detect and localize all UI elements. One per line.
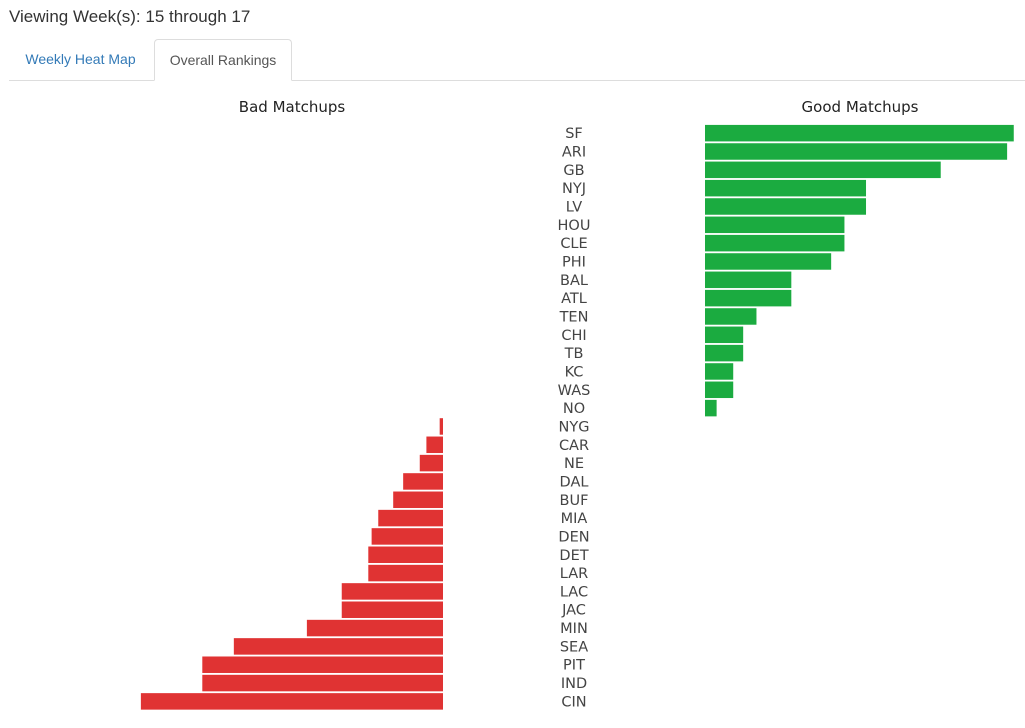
team-label-kc: KC — [565, 364, 584, 380]
good-bar-was[interactable] — [705, 381, 734, 399]
bad-bar-mia[interactable] — [378, 509, 443, 527]
good-bar-cle[interactable] — [705, 234, 845, 252]
bad-bar-min[interactable] — [306, 619, 443, 637]
tab-overall-rankings[interactable]: Overall Rankings — [154, 39, 292, 81]
good-bar-chi[interactable] — [705, 326, 744, 344]
good-bar-nyj[interactable] — [705, 179, 867, 197]
team-label-jac: JAC — [561, 603, 586, 619]
team-label-min: MIN — [560, 621, 588, 637]
bad-bar-buf[interactable] — [393, 491, 443, 509]
viewing-weeks-text: Viewing Week(s): 15 through 17 — [9, 7, 251, 26]
team-label-dal: DAL — [560, 474, 589, 490]
team-label-ind: IND — [561, 676, 587, 692]
team-label-lar: LAR — [560, 566, 588, 582]
good-bar-kc[interactable] — [705, 363, 734, 380]
bad-matchups-title: Bad Matchups — [239, 98, 346, 116]
team-label-cle: CLE — [560, 236, 587, 252]
team-label-lac: LAC — [560, 584, 588, 600]
team-label-lv: LV — [566, 199, 582, 215]
tab-weekly-heat-map[interactable]: Weekly Heat Map — [25, 51, 136, 67]
team-label-cin: CIN — [561, 694, 586, 710]
good-bar-tb[interactable] — [705, 344, 744, 362]
team-label-hou: HOU — [558, 218, 591, 234]
good-bar-sf[interactable] — [705, 124, 1014, 142]
team-label-buf: BUF — [560, 493, 589, 509]
good-bar-gb[interactable] — [705, 161, 941, 179]
team-label-no: NO — [563, 401, 585, 417]
bad-bar-cin[interactable] — [140, 693, 443, 710]
team-label-car: CAR — [559, 438, 589, 454]
bad-bar-dal[interactable] — [403, 473, 443, 490]
good-bar-ari[interactable] — [705, 143, 1008, 160]
good-bars — [705, 124, 1014, 417]
bad-bar-det[interactable] — [368, 546, 443, 564]
team-label-pit: PIT — [563, 658, 585, 674]
good-bar-lv[interactable] — [705, 198, 867, 215]
tab-bar: Weekly Heat Map Overall Rankings — [9, 39, 1025, 81]
team-label-det: DET — [559, 548, 588, 564]
team-label-ten: TEN — [559, 309, 589, 325]
good-matchups-title: Good Matchups — [802, 98, 919, 116]
team-label-sf: SF — [565, 126, 583, 142]
bad-bars — [140, 418, 443, 710]
team-label-tb: TB — [564, 346, 584, 362]
team-label-atl: ATL — [561, 291, 587, 307]
team-labels: SF ARI GB NYJ LV HOU CLE PHI BAL ATL TEN CHI TB KC WAS… — [558, 126, 591, 710]
team-label-ne: NE — [564, 456, 584, 472]
team-label-nyj: NYJ — [562, 181, 586, 197]
team-label-mia: MIA — [561, 511, 588, 527]
team-label-ari: ARI — [562, 144, 586, 160]
bad-bar-sea[interactable] — [233, 638, 443, 655]
team-label-gb: GB — [563, 163, 584, 179]
team-label-sea: SEA — [560, 639, 588, 655]
bad-bar-jac[interactable] — [341, 601, 443, 618]
good-bar-no[interactable] — [705, 399, 717, 417]
team-label-den: DEN — [558, 529, 589, 545]
team-label-phi: PHI — [562, 254, 586, 270]
bad-bar-lac[interactable] — [341, 583, 443, 600]
bad-bar-lar[interactable] — [368, 564, 443, 582]
bad-bar-nyg[interactable] — [439, 418, 443, 435]
bad-bar-ind[interactable] — [202, 674, 443, 692]
bad-bar-ne[interactable] — [419, 454, 443, 472]
bad-bar-pit[interactable] — [202, 656, 443, 673]
good-bar-phi[interactable] — [705, 253, 832, 270]
good-bar-ten[interactable] — [705, 308, 757, 325]
good-bar-hou[interactable] — [705, 216, 845, 234]
team-label-nyg: NYG — [559, 419, 590, 435]
good-bar-atl[interactable] — [705, 289, 792, 307]
bad-bar-car[interactable] — [426, 436, 443, 454]
team-label-chi: CHI — [561, 328, 586, 344]
team-label-was: WAS — [558, 383, 591, 399]
good-bar-bal[interactable] — [705, 271, 792, 289]
bad-bar-den[interactable] — [371, 528, 443, 545]
team-label-bal: BAL — [560, 273, 588, 289]
